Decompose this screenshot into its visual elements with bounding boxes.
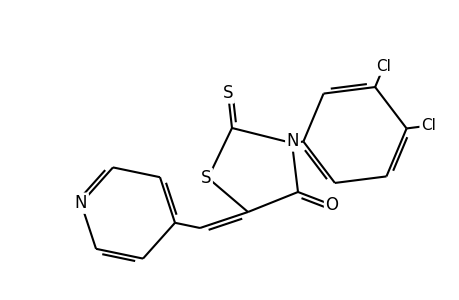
Text: S: S (200, 169, 211, 187)
Text: N: N (286, 132, 299, 150)
Text: Cl: Cl (375, 59, 390, 74)
Text: Cl: Cl (420, 118, 435, 133)
Text: N: N (75, 194, 87, 212)
Text: S: S (222, 84, 233, 102)
Text: O: O (325, 196, 338, 214)
